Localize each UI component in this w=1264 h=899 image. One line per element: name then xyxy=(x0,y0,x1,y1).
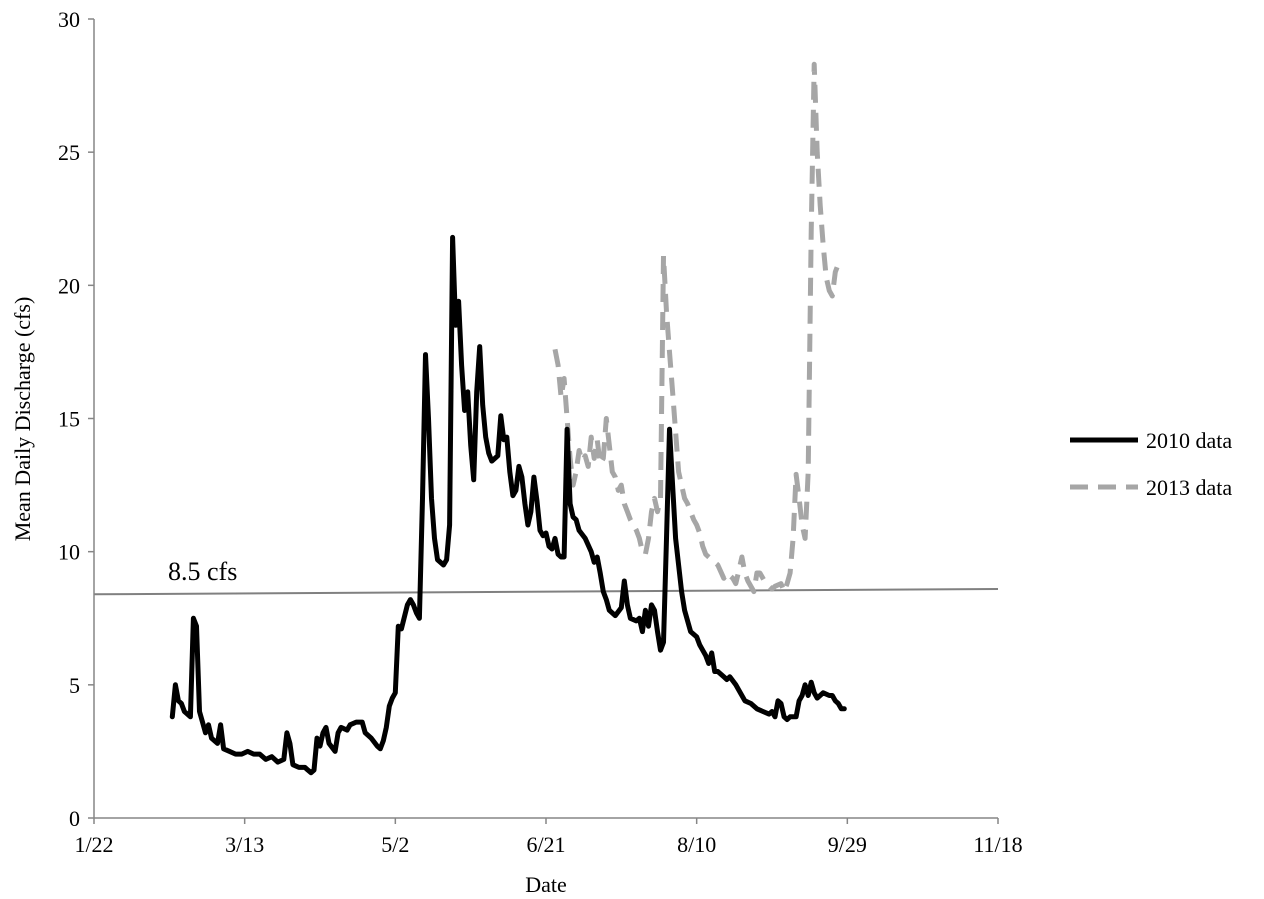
y-tick-label: 15 xyxy=(58,407,80,432)
reference-line-label: 8.5 cfs xyxy=(168,557,237,586)
y-tick-label: 10 xyxy=(58,540,80,565)
y-tick-label: 0 xyxy=(69,806,80,831)
x-tick-label: 8/10 xyxy=(677,832,716,857)
x-tick-label: 3/13 xyxy=(225,832,264,857)
axes-group xyxy=(88,18,999,824)
x-tick-label: 6/21 xyxy=(526,832,565,857)
y-axis-title: Mean Daily Discharge (cfs) xyxy=(10,297,35,542)
x-tick-label: 1/22 xyxy=(74,832,113,857)
x-axis-title: Date xyxy=(525,872,567,897)
series-line-2013-data xyxy=(552,61,841,595)
series-group xyxy=(169,61,847,776)
series-line-2010-data xyxy=(169,234,847,776)
tick-labels: 0 5 10 15 20 25 30 1/22 3/13 5/2 6/21 8/10 9/29 11/18 xyxy=(58,7,1023,857)
legend-label-2013: 2013 data xyxy=(1146,475,1232,500)
reference-line-8-5-cfs xyxy=(93,587,999,596)
legend: 2010 data 2013 data xyxy=(1070,428,1232,500)
y-tick-label: 30 xyxy=(58,7,80,32)
x-tick-label: 9/29 xyxy=(828,832,867,857)
legend-label-2010: 2010 data xyxy=(1146,428,1232,453)
reference-line-group xyxy=(93,587,999,596)
y-tick-label: 25 xyxy=(58,140,80,165)
y-tick-label: 5 xyxy=(69,673,80,698)
y-tick-label: 20 xyxy=(58,273,80,298)
x-tick-label: 11/18 xyxy=(973,832,1022,857)
x-tick-label: 5/2 xyxy=(381,832,409,857)
